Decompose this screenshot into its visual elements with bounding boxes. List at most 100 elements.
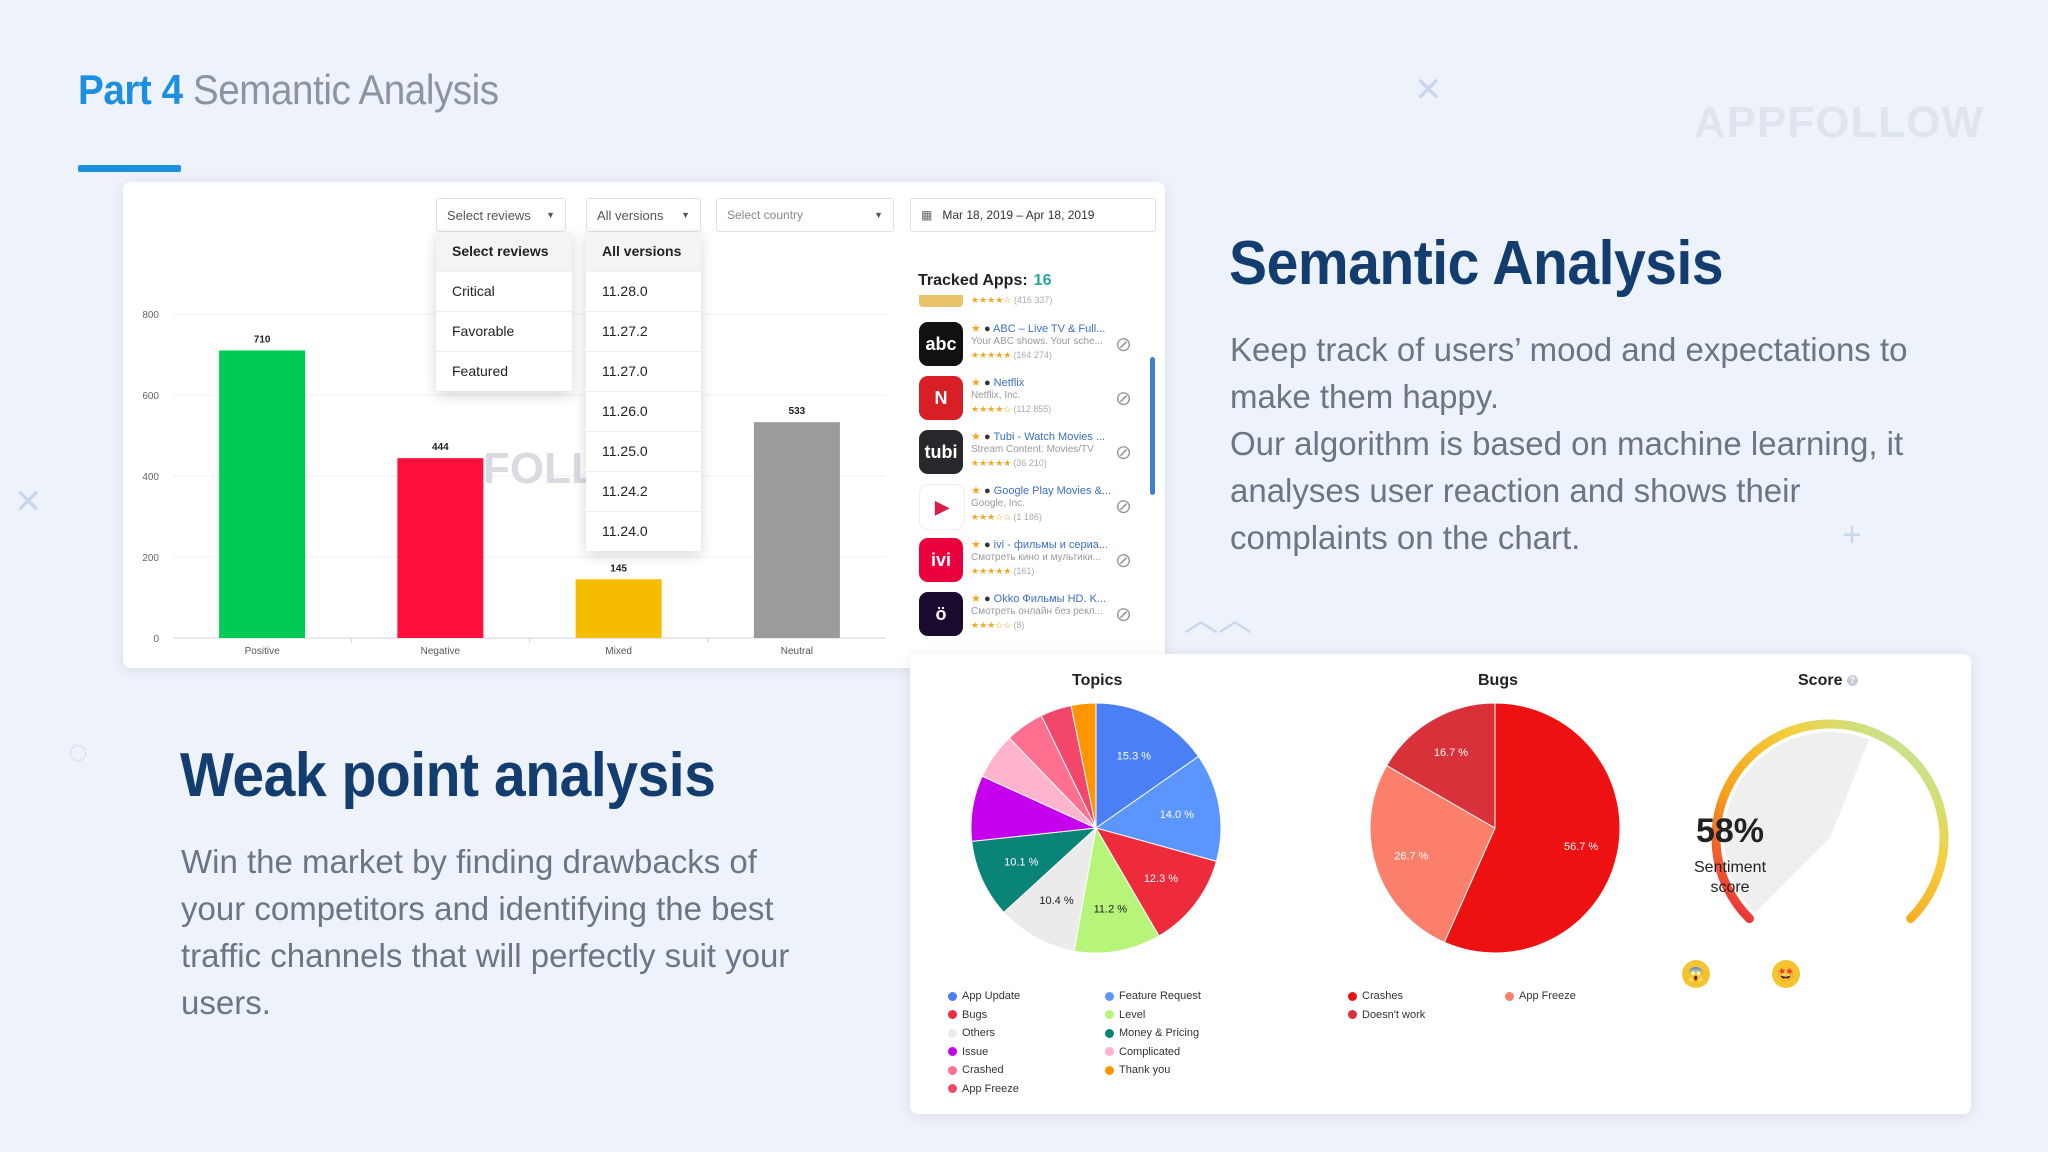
menu-item[interactable]: Featured — [436, 351, 572, 391]
legend-dot-icon — [1105, 1065, 1114, 1075]
bar-value-label: 710 — [254, 334, 271, 345]
x-tick-label: Positive — [245, 646, 280, 657]
semantic-line: complaints on the chart. — [1230, 519, 1581, 556]
apps-scrollbar[interactable] — [1150, 357, 1155, 495]
slice-label: 56.7 % — [1564, 841, 1598, 853]
pie-slice[interactable] — [1073, 826, 1160, 954]
country-dropdown[interactable]: Select country ▼ — [716, 198, 894, 232]
menu-item[interactable]: 11.27.2 — [586, 311, 701, 351]
legend-item[interactable]: Crashes — [1348, 990, 1403, 1002]
partial-app-row: ★★★★☆ (416 337) — [919, 295, 1149, 307]
score-title-text: Score — [1798, 672, 1843, 689]
x-tick-label: Negative — [421, 646, 461, 657]
menu-item[interactable]: Select reviews — [436, 232, 572, 271]
legend-label: Others — [962, 1027, 996, 1039]
app-row[interactable]: tubi ★ ● Tubi - Watch Movies ... Stream Co… — [919, 430, 1149, 482]
y-tick-label: 800 — [142, 310, 159, 321]
semantic-line: Keep track of users’ mood and expectatio… — [1230, 331, 1908, 368]
legend-item[interactable]: App Freeze — [1505, 990, 1576, 1002]
legend-item[interactable]: Bugs — [948, 1009, 987, 1021]
app-name[interactable]: ★ ● Okko Фильмы HD. K... — [971, 593, 1107, 605]
bar[interactable] — [397, 458, 484, 638]
menu-item[interactable]: All versions — [586, 232, 701, 271]
app-name[interactable]: ★ ● ivi - фильмы и сериа... — [971, 539, 1109, 551]
slice-label: 12.3 % — [1144, 873, 1178, 885]
menu-item[interactable]: 11.24.2 — [586, 471, 701, 511]
score-label-line2: score — [1710, 879, 1750, 896]
slice-label: 11.2 % — [1094, 904, 1128, 916]
menu-item[interactable]: Favorable — [436, 311, 572, 351]
app-row[interactable]: ▶ ★ ● Google Play Movies &... Google, Inc.… — [919, 484, 1149, 536]
pie-slice[interactable] — [1094, 755, 1222, 862]
bar[interactable] — [219, 350, 306, 638]
tracked-apps-label: Tracked Apps: — [918, 272, 1028, 289]
app-name[interactable]: ★ ● Google Play Movies &... — [971, 485, 1112, 497]
menu-item[interactable]: 11.24.0 — [586, 511, 701, 551]
legend-dot-icon — [1105, 1010, 1114, 1019]
pie-slice[interactable] — [971, 827, 1098, 914]
decor-plus-icon: + — [1842, 516, 1862, 554]
app-publisher: Netflix, Inc. — [971, 390, 1021, 401]
app-logo-icon: abc — [919, 322, 963, 366]
star-struck-face-icon: 🤩 — [1772, 960, 1800, 988]
versions-dropdown[interactable]: All versions ▼ — [586, 198, 701, 232]
menu-item[interactable]: 11.25.0 — [586, 431, 701, 471]
legend-dot-icon — [948, 991, 957, 1001]
app-name[interactable]: ★ ● ABC – Live TV & Full... — [971, 323, 1106, 335]
bar[interactable] — [753, 422, 840, 638]
versions-value: All versions — [597, 207, 664, 223]
app-row[interactable]: ö ★ ● Okko Фильмы HD. K... Смотреть онлайн… — [919, 592, 1149, 644]
legend-item[interactable]: App Freeze — [948, 1083, 1019, 1095]
legend-item[interactable]: Thank you — [1105, 1064, 1170, 1076]
pie-slice[interactable] — [1369, 764, 1496, 943]
calendar-icon: ▦ — [921, 208, 933, 222]
legend-item[interactable]: Doesn't work — [1348, 1009, 1425, 1021]
app-row[interactable]: ivi ★ ● ivi - фильмы и сериа... Смотреть к… — [919, 538, 1149, 590]
legend-dot-icon — [1105, 1047, 1114, 1056]
menu-item[interactable]: 11.26.0 — [586, 391, 701, 431]
app-logo-icon: ö — [919, 592, 963, 636]
legend-label: App Update — [962, 990, 1021, 1002]
app-rating: ★★★☆☆ (8) — [971, 620, 1025, 630]
app-row[interactable]: N ★ ● Netflix Netflix, Inc. ★★★★☆ (112 855) ⊖ — [919, 376, 1149, 428]
info-icon[interactable]: ? — [1846, 675, 1858, 687]
legend-item[interactable]: Feature Request — [1105, 990, 1201, 1002]
pie-slice[interactable] — [1385, 702, 1496, 829]
app-rating: ★★★★★ (36 210) — [971, 458, 1047, 468]
topics-title: Topics — [1072, 672, 1123, 689]
bar-value-label: 533 — [789, 406, 806, 417]
legend-item[interactable]: Complicated — [1105, 1046, 1180, 1058]
app-rating: ★★★★☆ (112 855) — [971, 404, 1052, 414]
legend-item[interactable]: Others — [948, 1027, 995, 1039]
app-publisher: Stream Content: Movies/TV — [971, 444, 1094, 455]
app-name[interactable]: ★ ● Tubi - Watch Movies ... — [971, 431, 1106, 443]
menu-item[interactable]: 11.27.0 — [586, 351, 701, 391]
menu-item[interactable]: 11.28.0 — [586, 271, 701, 311]
pie-slice[interactable] — [1070, 702, 1097, 829]
app-logo-icon: tubi — [919, 430, 963, 474]
pie-slice[interactable] — [1003, 826, 1097, 952]
semantic-line: analyses user reaction and shows their — [1230, 472, 1801, 509]
legend-dot-icon — [1505, 991, 1514, 1001]
slice-label: 14.0 % — [1160, 809, 1194, 821]
pie-slice[interactable] — [1443, 702, 1621, 954]
date-range-picker[interactable]: ▦ Mar 18, 2019 – Apr 18, 2019 — [910, 198, 1156, 232]
legend-item[interactable]: Crashed — [948, 1064, 1004, 1076]
pie-slice[interactable] — [1095, 702, 1200, 829]
y-tick-label: 400 — [142, 472, 159, 483]
legend-item[interactable]: Level — [1105, 1009, 1145, 1021]
app-logo-icon: N — [919, 376, 963, 420]
bar[interactable] — [575, 579, 662, 638]
section-title: Part 4 Semantic Analysis — [78, 66, 499, 114]
pie-slice[interactable] — [1094, 827, 1218, 937]
menu-item[interactable]: Critical — [436, 271, 572, 311]
app-row[interactable]: abc ★ ● ABC – Live TV & Full... Your ABC s… — [919, 322, 1149, 374]
legend-label: Crashed — [962, 1064, 1004, 1076]
select-reviews-dropdown[interactable]: Select reviews ▼ — [436, 198, 566, 232]
legend-item[interactable]: Issue — [948, 1046, 988, 1058]
app-name[interactable]: ★ ● Netflix — [971, 377, 1025, 389]
legend-item[interactable]: Money & Pricing — [1105, 1027, 1199, 1039]
legend-item[interactable]: App Update — [948, 990, 1020, 1002]
x-tick-label: Neutral — [781, 646, 813, 657]
app-rating: ★★★☆☆ (1 186) — [971, 512, 1042, 522]
